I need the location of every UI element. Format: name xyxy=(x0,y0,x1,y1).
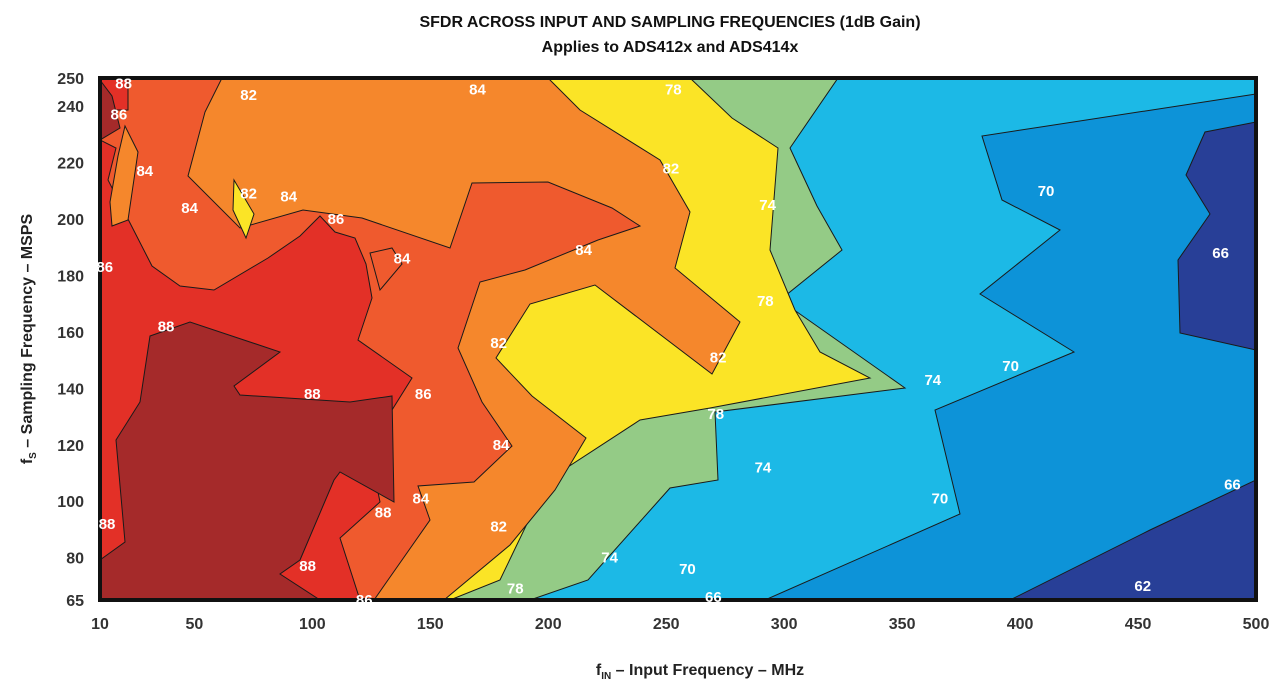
contour-label: 70 xyxy=(932,490,949,507)
island-82-center xyxy=(232,178,255,240)
contour-label: 66 xyxy=(1212,245,1229,262)
x-tick-label: 300 xyxy=(771,616,798,633)
contour-label: 86 xyxy=(96,259,113,276)
plot-frame xyxy=(98,76,1258,602)
y-tick-label: 120 xyxy=(57,438,84,455)
contour-label: 82 xyxy=(710,349,727,366)
y-tick-label: 140 xyxy=(57,381,84,398)
contour-label: 84 xyxy=(394,251,411,268)
contour-label: 88 xyxy=(304,386,321,403)
contour-label: 74 xyxy=(601,550,618,567)
y-tick-label: 100 xyxy=(57,494,84,511)
y-tick-label: 180 xyxy=(57,269,84,286)
x-tick-label: 200 xyxy=(535,616,562,633)
contour-label: 88 xyxy=(299,558,316,575)
contour-label: 82 xyxy=(240,186,257,203)
contour-label: 86 xyxy=(415,386,432,403)
y-axis-ticks: 65 80 100 120 140 160 180 200 220 240 250 xyxy=(57,71,84,610)
contour-label: 82 xyxy=(240,87,257,104)
contour-label: 74 xyxy=(924,372,941,389)
contour-label: 86 xyxy=(356,592,373,609)
contour-label: 82 xyxy=(490,335,507,352)
chart-title: SFDR ACROSS INPUT AND SAMPLING FREQUENCI… xyxy=(419,14,920,31)
contour-label: 70 xyxy=(1002,358,1019,375)
contour-label: 78 xyxy=(507,581,524,598)
contour-label: 88 xyxy=(158,318,175,335)
y-tick-label: 220 xyxy=(57,156,84,173)
contour-label: 84 xyxy=(575,242,592,259)
contour-label: 86 xyxy=(111,107,128,124)
y-tick-label: 250 xyxy=(57,71,84,88)
contour-label: 66 xyxy=(705,589,722,606)
contour-labels: 88 86 82 84 78 84 84 82 84 86 82 74 70 86 84 84 66 78 88 82… xyxy=(96,76,1240,609)
contour-label: 74 xyxy=(759,197,776,214)
y-tick-label: 240 xyxy=(57,99,84,116)
x-tick-label: 400 xyxy=(1007,616,1034,633)
contour-label: 82 xyxy=(490,519,507,536)
contour-label: 78 xyxy=(665,81,682,98)
x-tick-label: 10 xyxy=(91,616,109,633)
x-tick-label: 500 xyxy=(1243,616,1270,633)
y-tick-label: 200 xyxy=(57,212,84,229)
contour-label: 78 xyxy=(707,406,724,423)
contour-label: 88 xyxy=(99,516,116,533)
region-88-plus xyxy=(100,79,395,600)
contour-label: 84 xyxy=(413,490,430,507)
y-tick-label: 160 xyxy=(57,325,84,342)
island-82-left xyxy=(109,124,139,227)
contour-label: 70 xyxy=(679,561,696,578)
contour-label: 84 xyxy=(493,437,510,454)
contour-label: 84 xyxy=(181,200,198,217)
contour-fill-regions xyxy=(100,78,1256,600)
contour-label: 66 xyxy=(1224,476,1241,493)
contour-label: 88 xyxy=(375,505,392,522)
contour-label: 70 xyxy=(1038,183,1055,200)
chart-subtitle: Applies to ADS412x and ADS414x xyxy=(542,39,799,56)
contour-label: 78 xyxy=(757,293,774,310)
y-axis-label: fS – Sampling Frequency – MSPS xyxy=(19,214,39,465)
contour-label: 84 xyxy=(280,189,297,206)
contour-label: 84 xyxy=(469,81,486,98)
contour-label: 82 xyxy=(663,160,680,177)
x-tick-label: 250 xyxy=(653,616,680,633)
y-tick-label: 80 xyxy=(66,551,84,568)
contour-label: 62 xyxy=(1134,578,1151,595)
x-axis-ticks: 10 50 100 150 200 250 300 350 400 450 500 xyxy=(91,616,1269,633)
contour-label: 74 xyxy=(755,459,772,476)
contour-label: 84 xyxy=(136,163,153,180)
x-tick-label: 150 xyxy=(417,616,444,633)
x-tick-label: 50 xyxy=(185,616,203,633)
y-tick-label: 65 xyxy=(66,593,84,610)
contour-label: 88 xyxy=(115,76,132,93)
x-tick-label: 350 xyxy=(889,616,916,633)
x-axis-label: fIN – Input Frequency – MHz xyxy=(596,662,804,682)
x-tick-label: 450 xyxy=(1125,616,1152,633)
island-84-mid xyxy=(369,247,403,292)
x-tick-label: 100 xyxy=(299,616,326,633)
contour-label: 86 xyxy=(328,211,345,228)
